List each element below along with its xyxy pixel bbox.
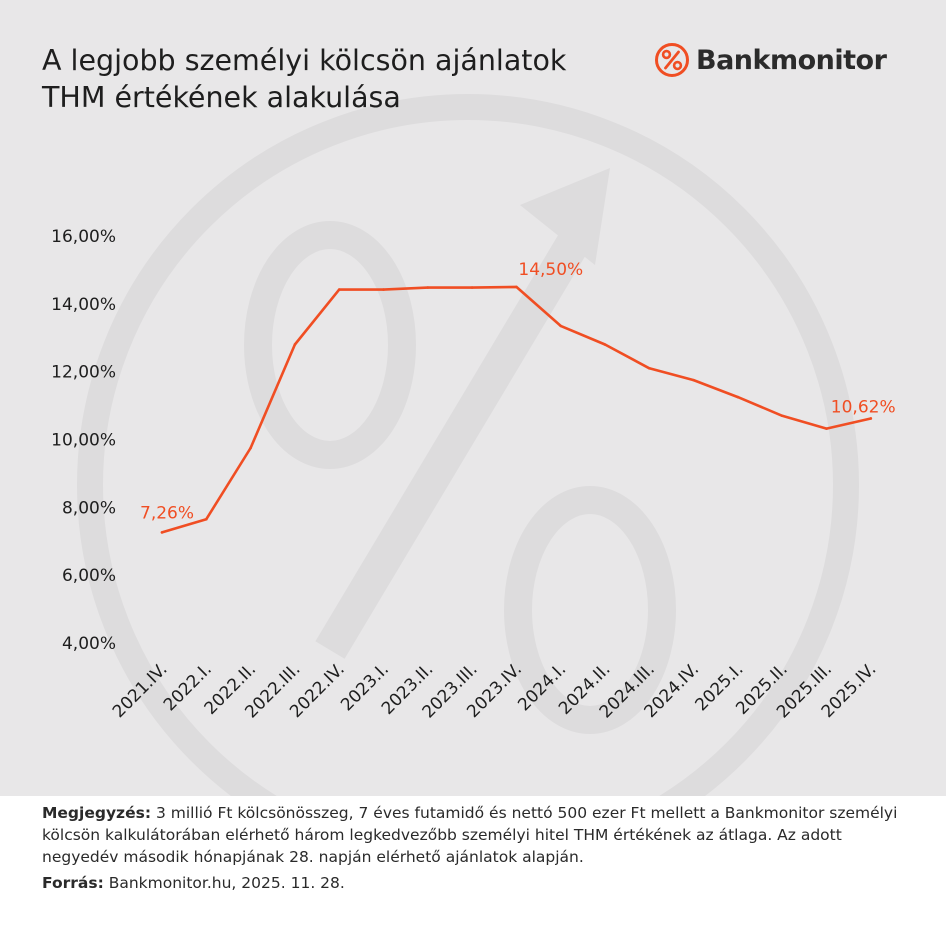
- source-label: Forrás:: [42, 874, 104, 892]
- note-label: Megjegyzés:: [42, 804, 152, 822]
- data-label: 14,50%: [518, 260, 583, 280]
- data-point: [470, 286, 474, 289]
- data-point: [736, 395, 740, 399]
- data-point: [869, 417, 873, 420]
- data-point: [515, 285, 518, 289]
- y-tick-label: 4,00%: [62, 634, 116, 654]
- note-text: Megjegyzés: 3 millió Ft kölcsönösszeg, 7…: [42, 802, 922, 868]
- data-point: [825, 427, 828, 430]
- logo-text: Bankmonitor: [696, 44, 887, 76]
- percent-circle-icon: [655, 43, 689, 77]
- data-point: [249, 446, 252, 450]
- y-tick-label: 10,00%: [51, 431, 116, 451]
- y-tick-label: 12,00%: [51, 363, 116, 383]
- data-label: 10,62%: [831, 397, 896, 417]
- series-line: [160, 285, 873, 534]
- source-body: Bankmonitor.hu, 2025. 11. 28.: [103, 874, 345, 892]
- data-point: [692, 378, 695, 382]
- data-point: [337, 288, 341, 291]
- data-point: [559, 324, 562, 328]
- data-label: 7,26%: [140, 503, 194, 523]
- y-tick-label: 14,00%: [51, 295, 116, 315]
- line-chart: 4,00% 6,00% 8,00% 10,00% 12,00% 14,00% 16,00% 2…: [51, 227, 896, 722]
- chart-title: A legjobb személyi kölcsön ajánlatok THM…: [42, 42, 642, 116]
- footnote: Megjegyzés: 3 millió Ft kölcsönösszeg, 7…: [42, 802, 922, 894]
- y-tick-label: 16,00%: [51, 227, 116, 247]
- data-point: [780, 414, 784, 418]
- chart-card: A legjobb személyi kölcsön ajánlatok THM…: [0, 0, 946, 796]
- source-text: Forrás: Bankmonitor.hu, 2025. 11. 28.: [42, 872, 922, 894]
- data-point: [382, 288, 385, 291]
- y-tick-label: 8,00%: [62, 498, 116, 518]
- percent-watermark-icon: [77, 94, 859, 796]
- title-line-2: THM értékének alakulása: [42, 81, 401, 114]
- bankmonitor-logo[interactable]: Bankmonitor: [654, 40, 887, 80]
- data-point: [293, 343, 297, 346]
- x-tick-label: 2021.IV.: [109, 659, 172, 722]
- y-tick-label: 6,00%: [62, 566, 116, 586]
- data-point: [648, 366, 651, 370]
- data-point: [426, 286, 430, 289]
- data-point: [160, 531, 164, 534]
- data-point: [603, 343, 607, 346]
- note-body: 3 millió Ft kölcsönösszeg, 7 éves futami…: [42, 804, 898, 866]
- title-line-1: A legjobb személyi kölcsön ajánlatok: [42, 44, 567, 77]
- data-point: [205, 517, 208, 521]
